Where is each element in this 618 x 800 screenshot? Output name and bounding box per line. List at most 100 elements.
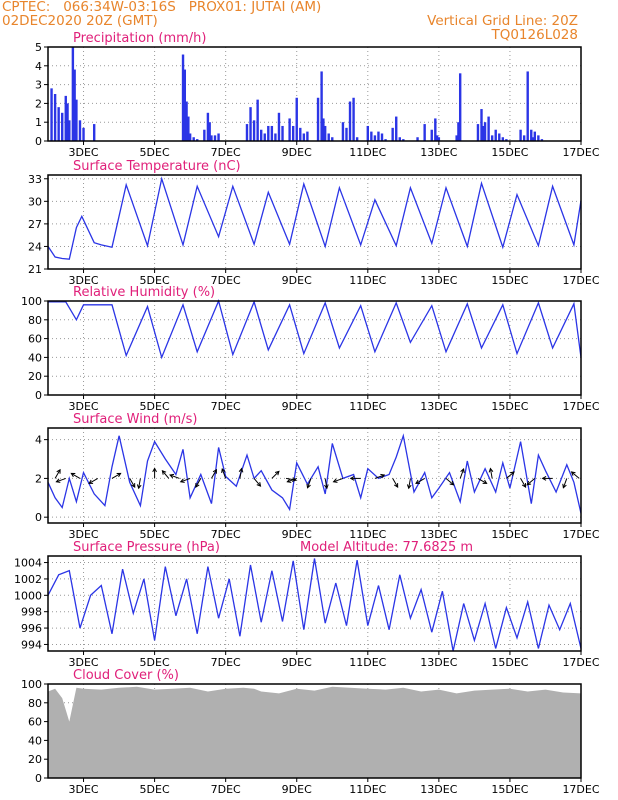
- pressure-ytick-label: 1004: [14, 557, 42, 570]
- precip-bar: [50, 88, 53, 141]
- pressure-ytick-label: 996: [21, 622, 42, 635]
- wind-arrow-head: [274, 470, 280, 476]
- cloud-ytick-label: 80: [28, 697, 42, 710]
- precip-bar: [71, 47, 75, 141]
- wind-arrow: [520, 478, 527, 488]
- precip-bar: [490, 135, 494, 141]
- pressure-xtick-label: 3DEC: [68, 656, 98, 669]
- precip-ytick-label: 2: [35, 97, 42, 110]
- cloud-xtick-label: 7DEC: [211, 783, 241, 796]
- rh-title: Relative Humidity (%): [73, 285, 215, 300]
- precip-bar: [249, 107, 252, 141]
- rh-ytick-label: 80: [28, 314, 42, 327]
- rh-xtick-label: 7DEC: [211, 400, 241, 413]
- rh-xtick-label: 3DEC: [68, 400, 98, 413]
- precip-bar: [57, 107, 60, 141]
- wind-ytick-label: 0: [35, 511, 42, 524]
- wind-xtick-label: 9DEC: [282, 528, 312, 541]
- wind-arrow-head: [161, 469, 167, 475]
- temp-xtick-label: 7DEC: [211, 274, 241, 287]
- pressure-title: Surface Pressure (hPa): [73, 540, 220, 555]
- precip-bar: [217, 133, 220, 141]
- rh-xtick-label: 11DEC: [349, 400, 386, 413]
- precip-xtick-label: 7DEC: [211, 146, 241, 159]
- wind-arrow-head: [393, 483, 399, 488]
- wind-arrow-head: [449, 480, 455, 486]
- wind-ytick-label: 4: [35, 434, 42, 447]
- precip-bar: [61, 112, 64, 141]
- precip-bar: [522, 135, 526, 141]
- header-grid-line: Vertical Grid Line: 20Z: [427, 13, 578, 29]
- temp-xtick-label: 13DEC: [420, 274, 457, 287]
- pressure-xtick-label: 7DEC: [211, 656, 241, 669]
- cloud-area: [48, 686, 581, 778]
- precip-bar: [327, 133, 330, 141]
- precip-bar: [370, 131, 373, 141]
- wind-arrow: [211, 469, 217, 479]
- precip-bar: [373, 135, 377, 141]
- header-datetime: 02DEC2020 20Z (GMT): [2, 13, 158, 29]
- temp-xtick-label: 15DEC: [491, 274, 528, 287]
- precip-ytick-label: 0: [35, 135, 42, 148]
- wind-xtick-label: 5DEC: [140, 528, 170, 541]
- wind-arrow: [526, 478, 536, 486]
- precip-bar: [476, 124, 480, 141]
- precip-xtick-label: 17DEC: [562, 146, 599, 159]
- wind-arrow-head: [324, 484, 329, 490]
- precip-bar: [188, 133, 192, 141]
- temp-ytick-label: 30: [28, 195, 42, 208]
- precip-bar: [540, 139, 544, 141]
- pressure-xtick-label: 13DEC: [420, 656, 457, 669]
- rh-ytick-label: 40: [28, 351, 42, 364]
- wind-arrow: [88, 477, 98, 484]
- precip-bar: [64, 95, 67, 141]
- cloud-xtick-label: 5DEC: [140, 783, 170, 796]
- temp-ytick-label: 24: [28, 240, 42, 253]
- precip-bar: [348, 101, 352, 141]
- precip-bar: [192, 137, 195, 141]
- precip-bar: [391, 127, 394, 141]
- header-station: CPTEC: 066:34W-03:16S PROX01: JUTAI (AM): [2, 0, 322, 15]
- precip-bar: [306, 131, 309, 141]
- wind-arrow: [287, 477, 297, 483]
- precip-bar: [519, 129, 522, 141]
- wind-arrow: [506, 471, 515, 479]
- wind-arrow: [489, 468, 493, 479]
- precip-xtick-label: 13DEC: [420, 146, 457, 159]
- rh-ytick-label: 60: [28, 333, 42, 346]
- pressure-ytick-label: 1000: [14, 589, 42, 602]
- precip-bar: [263, 133, 266, 141]
- precip-bar: [457, 122, 460, 141]
- precip-bar: [187, 116, 190, 141]
- cloud-ytick-label: 100: [21, 678, 42, 691]
- wind-ytick-label: 2: [35, 472, 42, 485]
- wind-arrow-head: [488, 467, 494, 473]
- pressure-xtick-label: 15DEC: [491, 656, 528, 669]
- precip-xtick-label: 15DEC: [491, 146, 528, 159]
- precip-xtick-label: 3DEC: [68, 146, 98, 159]
- precip-bar: [398, 137, 401, 141]
- cloud-ytick-label: 60: [28, 716, 42, 729]
- rh-xtick-label: 17DEC: [562, 400, 599, 413]
- precip-bar: [183, 69, 187, 141]
- wind-arrow: [459, 468, 465, 479]
- precip-xtick-label: 11DEC: [349, 146, 386, 159]
- precip-bar: [53, 94, 57, 141]
- wind-arrow: [477, 477, 487, 484]
- precip-bar: [345, 127, 348, 141]
- rh-xtick-label: 9DEC: [282, 400, 312, 413]
- precip-ytick-label: 3: [35, 79, 42, 92]
- temp-ytick-label: 27: [28, 218, 42, 231]
- wind-arrow: [54, 469, 61, 479]
- wind-arrow-head: [541, 476, 547, 481]
- rh-ytick-label: 100: [21, 295, 42, 308]
- wind-arrow-head: [212, 468, 217, 474]
- cloud-xtick-label: 13DEC: [420, 783, 457, 796]
- precip-bar: [277, 112, 281, 141]
- wind-arrow: [253, 478, 261, 487]
- wind-arrow-head: [116, 472, 122, 478]
- precip-bar: [487, 116, 490, 141]
- wind-arrow: [307, 478, 312, 488]
- precip-xtick-label: 9DEC: [282, 146, 312, 159]
- wind-arrow-head: [521, 483, 527, 488]
